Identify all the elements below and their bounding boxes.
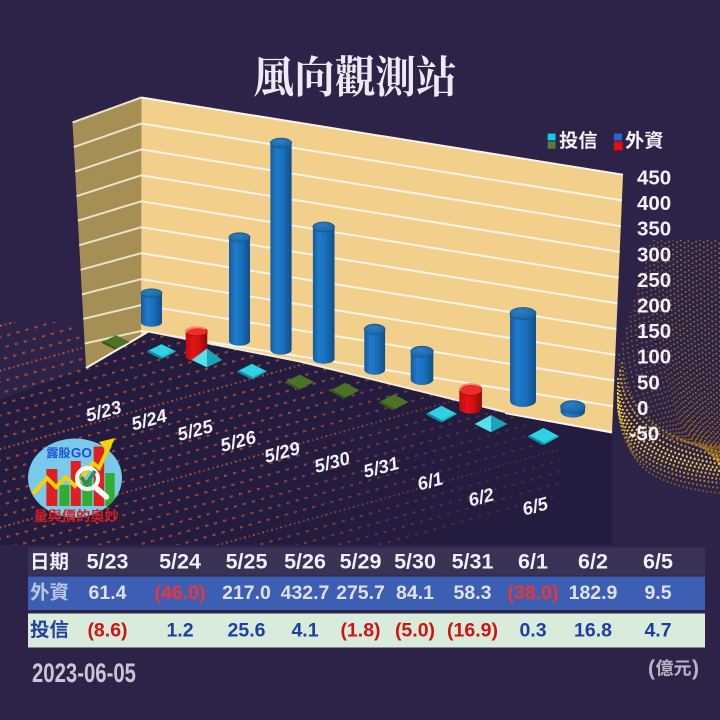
svg-text:200: 200 <box>637 295 671 318</box>
svg-text:-50: -50 <box>630 423 660 446</box>
svg-text:150: 150 <box>637 320 671 343</box>
svg-text:GO: GO <box>71 446 92 461</box>
svg-text:400: 400 <box>637 192 671 215</box>
svg-text:4.7: 4.7 <box>644 620 671 642</box>
svg-text:5/26: 5/26 <box>284 550 326 574</box>
svg-text:2023-06-05: 2023-06-05 <box>32 658 136 688</box>
svg-text:100: 100 <box>637 346 671 369</box>
svg-text:5/31: 5/31 <box>452 550 494 574</box>
svg-text:(38.0): (38.0) <box>508 582 559 604</box>
svg-text:58.3: 58.3 <box>454 582 492 604</box>
svg-text:432.7: 432.7 <box>281 582 330 604</box>
svg-text:9.5: 9.5 <box>644 582 671 604</box>
svg-text:25.6: 25.6 <box>228 620 266 642</box>
svg-text:5/24: 5/24 <box>159 550 201 574</box>
svg-text:6/1: 6/1 <box>518 550 548 574</box>
svg-text:(: ( <box>648 657 655 680</box>
svg-text:5/29: 5/29 <box>340 550 382 574</box>
svg-text:275.7: 275.7 <box>336 582 385 604</box>
svg-text:5/30: 5/30 <box>394 550 436 574</box>
svg-text:84.1: 84.1 <box>396 582 434 604</box>
svg-text:50: 50 <box>637 371 660 394</box>
svg-text:(16.9): (16.9) <box>447 620 498 642</box>
svg-text:217.0: 217.0 <box>222 582 271 604</box>
svg-text:(46.0): (46.0) <box>155 582 206 604</box>
svg-text:0: 0 <box>637 397 648 420</box>
svg-text:): ) <box>692 657 699 680</box>
svg-text:0.3: 0.3 <box>519 620 546 642</box>
svg-text:182.9: 182.9 <box>569 582 618 604</box>
svg-text:300: 300 <box>637 243 671 266</box>
svg-text:6/2: 6/2 <box>578 550 608 574</box>
svg-text:(1.8): (1.8) <box>340 620 380 642</box>
svg-text:350: 350 <box>637 218 671 241</box>
svg-text:5/23: 5/23 <box>87 550 129 574</box>
svg-text:1.2: 1.2 <box>166 620 193 642</box>
svg-text:4.1: 4.1 <box>291 620 318 642</box>
svg-text:(8.6): (8.6) <box>87 620 127 642</box>
svg-text:16.8: 16.8 <box>574 620 612 642</box>
svg-text:450: 450 <box>637 166 671 189</box>
svg-text:(5.0): (5.0) <box>395 620 435 642</box>
svg-text:6/5: 6/5 <box>643 550 673 574</box>
svg-text:250: 250 <box>637 269 671 292</box>
svg-text:5/25: 5/25 <box>226 550 268 574</box>
svg-text:61.4: 61.4 <box>89 582 127 604</box>
